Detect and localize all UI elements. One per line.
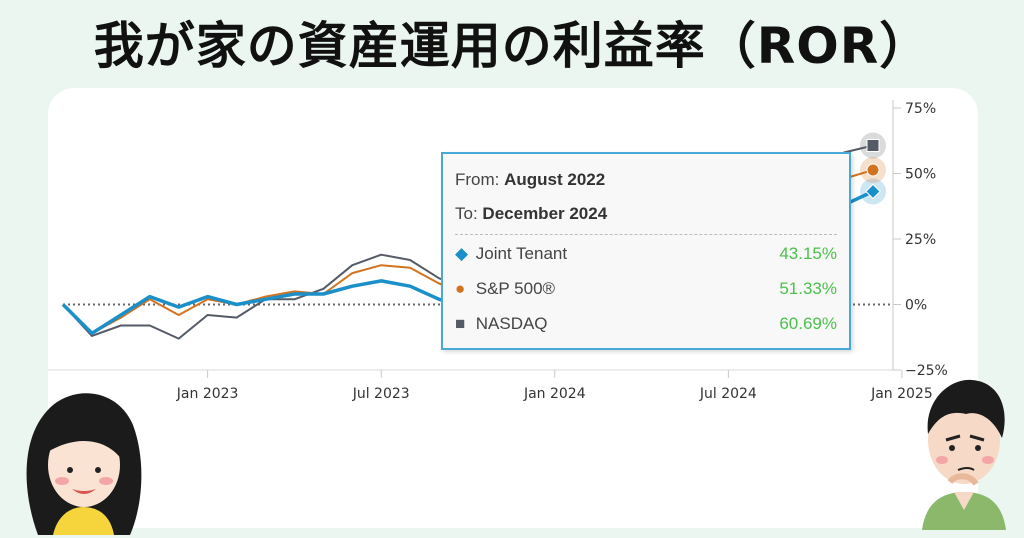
tooltip-to: To: December 2024 — [455, 204, 607, 224]
tooltip-row-sp500: ● S&P 500® 51.33% — [455, 279, 837, 301]
circle-icon: ● — [455, 279, 466, 298]
tooltip-to-label: To: — [455, 204, 478, 223]
end-marker-joint-tenant — [865, 183, 881, 200]
x-tick-label: Jan 2024 — [523, 386, 586, 402]
y-tick-label: −25% — [905, 363, 948, 379]
tooltip-series-name: S&P 500® — [475, 279, 556, 298]
y-tick-label: 75% — [905, 101, 936, 117]
end-marker-nasdaq — [866, 138, 880, 152]
tooltip-series-name: NASDAQ — [475, 314, 548, 333]
diamond-icon: ◆ — [455, 244, 469, 263]
tooltip-to-value: December 2024 — [482, 204, 608, 223]
x-tick-label: Jan 2025 — [870, 386, 933, 402]
tooltip-from: From: August 2022 — [455, 170, 605, 190]
tooltip-divider — [455, 234, 837, 235]
page-title: 我が家の資産運用の利益率（ROR） — [93, 17, 931, 75]
x-tick-label: Jul 2023 — [352, 386, 410, 402]
y-tick-label: 50% — [905, 167, 936, 183]
x-tick-label: Jan 2023 — [176, 386, 239, 402]
tooltip-series-name: Joint Tenant — [475, 244, 568, 263]
tooltip-series-value: 43.15% — [779, 244, 837, 263]
y-tick-label: 0% — [905, 298, 927, 314]
tooltip-row-joint: ◆ Joint Tenant 43.15% — [455, 244, 837, 266]
y-tick-label: 25% — [905, 232, 936, 248]
tooltip-from-value: August 2022 — [504, 170, 606, 189]
chart-tooltip: From: August 2022 To: December 2024 ◆ Jo… — [441, 152, 851, 350]
tooltip-from-label: From: — [455, 170, 500, 189]
end-marker-sp500 — [866, 163, 880, 177]
tooltip-series-value: 60.69% — [779, 314, 837, 333]
woman-avatar — [26, 393, 142, 535]
tooltip-row-nasdaq: ■ NASDAQ 60.69% — [455, 314, 837, 336]
x-tick-label: Jul 2024 — [699, 386, 757, 402]
square-icon: ■ — [455, 314, 466, 333]
man-avatar — [922, 379, 1006, 530]
tooltip-series-value: 51.33% — [779, 279, 837, 298]
